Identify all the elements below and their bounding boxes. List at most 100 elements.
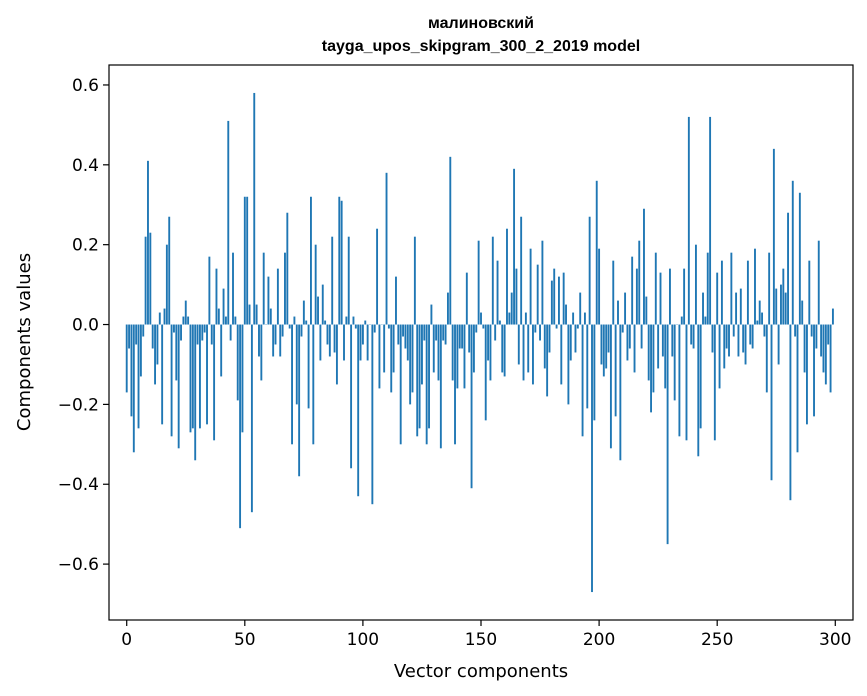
bar-260 <box>739 288 742 325</box>
bar-141 <box>458 324 461 349</box>
bar-189 <box>572 312 575 325</box>
bar-249 <box>713 324 716 441</box>
bar-291 <box>813 324 815 417</box>
bar-256 <box>730 252 733 325</box>
bar-7 <box>142 324 145 337</box>
bar-195 <box>586 324 589 409</box>
bar-236 <box>683 268 686 325</box>
bar-44 <box>229 324 232 341</box>
bar-210 <box>621 324 624 333</box>
bar-287 <box>803 324 806 373</box>
bar-255 <box>728 324 730 357</box>
bar-31 <box>198 324 201 429</box>
bar-209 <box>619 324 622 461</box>
x-tick-label: 100 <box>347 630 379 650</box>
bar-160 <box>503 324 506 377</box>
bar-245 <box>704 316 707 325</box>
bar-244 <box>702 292 704 325</box>
y-tick-label: −0.2 <box>58 395 99 415</box>
bar-167 <box>520 216 523 325</box>
bar-206 <box>612 260 615 325</box>
bar-69 <box>288 324 291 329</box>
bar-166 <box>517 324 520 365</box>
bar-89 <box>335 324 338 385</box>
bar-33 <box>203 324 206 333</box>
bar-94 <box>347 236 350 325</box>
bar-215 <box>633 324 636 373</box>
bar-193 <box>581 324 584 437</box>
bar-111 <box>387 324 390 329</box>
bar-208 <box>617 300 619 325</box>
bar-158 <box>498 320 501 325</box>
bar-278 <box>782 268 785 325</box>
bar-112 <box>390 324 393 393</box>
bar-235 <box>680 316 683 325</box>
bar-129 <box>430 304 433 325</box>
bar-25 <box>184 300 187 325</box>
bar-38 <box>215 268 218 325</box>
bar-117 <box>402 324 404 337</box>
bar-181 <box>553 268 556 325</box>
bar-65 <box>279 324 282 357</box>
x-tick-label: 50 <box>234 630 256 650</box>
x-axis-label: Vector components <box>394 661 568 682</box>
bar-68 <box>286 212 289 325</box>
bar-178 <box>546 324 549 397</box>
bar-60 <box>267 276 270 325</box>
bar-171 <box>529 248 532 325</box>
bar-3 <box>132 324 135 453</box>
bar-205 <box>609 324 612 449</box>
bar-72 <box>295 324 298 405</box>
bar-9 <box>147 160 149 325</box>
bar-226 <box>659 272 662 325</box>
bar-40 <box>220 324 223 377</box>
bar-246 <box>706 252 709 325</box>
x-tick-label: 250 <box>701 630 733 650</box>
bar-128 <box>428 324 430 429</box>
bar-267 <box>756 320 759 325</box>
bar-39 <box>217 308 220 325</box>
bar-116 <box>399 324 402 445</box>
bar-170 <box>527 324 530 373</box>
bar-268 <box>758 300 761 325</box>
x-tick-label: 150 <box>465 630 497 650</box>
bar-110 <box>385 172 388 325</box>
bar-257 <box>732 324 735 337</box>
bar-120 <box>409 324 412 405</box>
bar-262 <box>744 324 747 365</box>
bar-4 <box>135 324 138 345</box>
bar-194 <box>583 312 586 325</box>
bar-52 <box>248 304 251 325</box>
y-tick-label: 0.0 <box>72 316 99 336</box>
bar-277 <box>780 284 782 325</box>
bar-93 <box>345 316 348 325</box>
bar-229 <box>666 324 669 545</box>
y-tick-label: −0.4 <box>58 475 99 495</box>
bar-218 <box>640 324 643 349</box>
bar-248 <box>711 324 714 353</box>
bar-258 <box>735 292 738 325</box>
bar-46 <box>234 316 237 325</box>
bar-54 <box>253 92 256 325</box>
bar-63 <box>274 324 277 345</box>
bar-254 <box>725 324 728 349</box>
bar-288 <box>806 324 808 425</box>
bar-13 <box>156 324 159 365</box>
bar-41 <box>222 288 225 325</box>
bar-223 <box>652 324 655 393</box>
bar-97 <box>354 324 357 329</box>
bar-184 <box>560 324 563 385</box>
bar-23 <box>180 324 182 341</box>
bar-67 <box>284 252 286 325</box>
bar-28 <box>191 324 194 429</box>
bar-131 <box>435 324 438 341</box>
bar-113 <box>392 324 395 373</box>
bar-8 <box>144 236 147 325</box>
bar-207 <box>614 324 617 417</box>
bar-96 <box>352 316 355 325</box>
bar-285 <box>798 192 801 325</box>
bar-75 <box>302 300 305 325</box>
bar-105 <box>373 324 376 333</box>
bar-101 <box>364 320 367 325</box>
x-axis-ticks: 0 50 100 150 200 250 300 <box>121 620 852 650</box>
